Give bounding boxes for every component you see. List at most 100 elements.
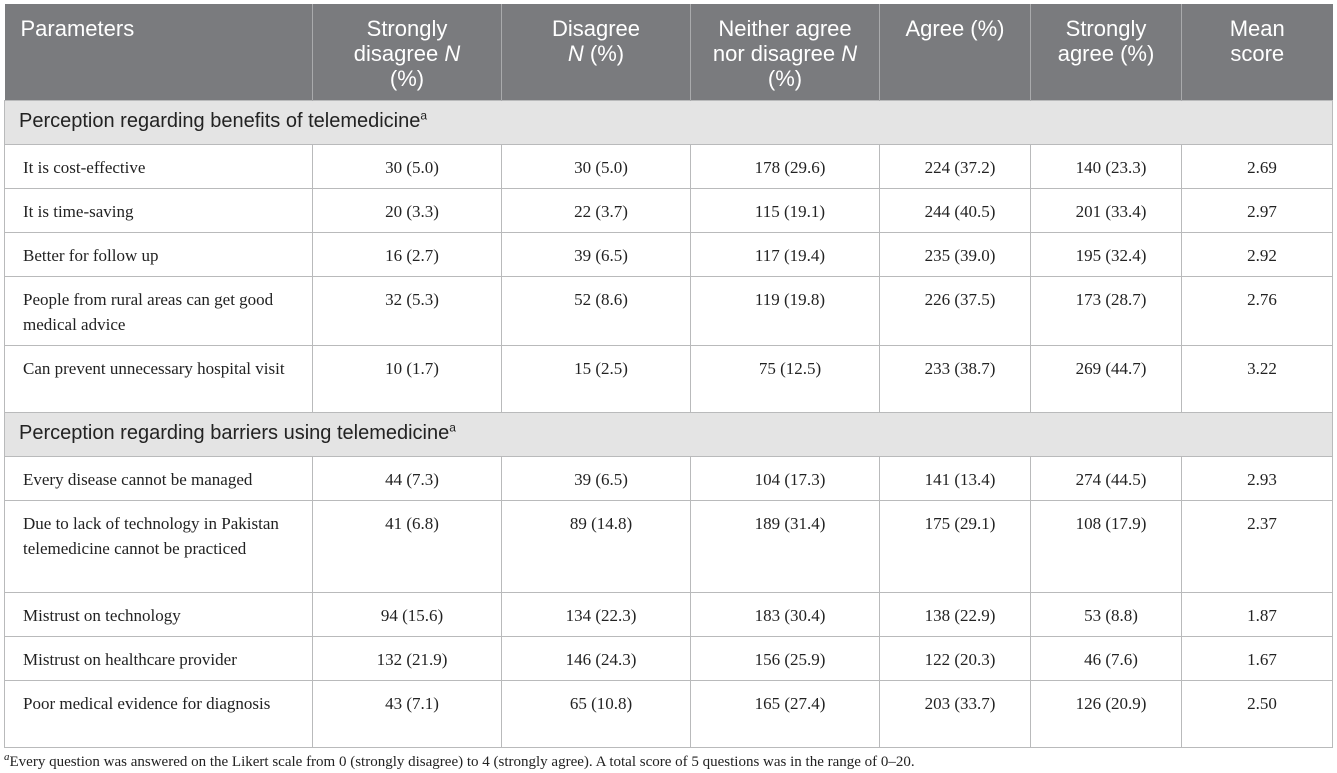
cell-strongly-agree: 269 (44.7): [1030, 344, 1182, 413]
cell-mean-score: 2.97: [1181, 187, 1333, 233]
cell-strongly-agree: 195 (32.4): [1030, 231, 1182, 277]
cell-strongly-disagree: 30 (5.0): [312, 143, 502, 189]
cell-disagree: 146 (24.3): [501, 635, 691, 681]
cell-agree: 226 (37.5): [879, 275, 1031, 346]
cell-parameter: It is time-saving: [4, 187, 313, 233]
section-title: Perception regarding barriers using tele…: [4, 411, 1333, 457]
cell-agree: 224 (37.2): [879, 143, 1031, 189]
section-footnote-marker: a: [449, 419, 456, 434]
cell-neither: 183 (30.4): [690, 591, 880, 637]
cell-strongly-disagree: 32 (5.3): [312, 275, 502, 346]
table-row: It is time-saving 20 (3.3) 22 (3.7) 115 (19…: [4, 187, 1333, 233]
table-footnote: aEvery question was answered on the Like…: [4, 750, 1332, 771]
cell-mean-score: 2.50: [1181, 679, 1333, 748]
likert-table: Parameters Strongly disagree N (%) Disag…: [4, 4, 1333, 748]
cell-neither: 75 (12.5): [690, 344, 880, 413]
table-row: Due to lack of technology in Pakistan te…: [4, 499, 1333, 593]
cell-neither: 117 (19.4): [690, 231, 880, 277]
cell-neither: 165 (27.4): [690, 679, 880, 748]
cell-strongly-agree: 173 (28.7): [1030, 275, 1182, 346]
cell-disagree: 134 (22.3): [501, 591, 691, 637]
cell-disagree: 22 (3.7): [501, 187, 691, 233]
table-row: Mistrust on technology 94 (15.6) 134 (22.3…: [4, 591, 1333, 637]
cell-parameter: Due to lack of technology in Pakistan te…: [4, 499, 313, 593]
header-parameters: Parameters: [4, 4, 313, 100]
cell-mean-score: 2.92: [1181, 231, 1333, 277]
cell-agree: 233 (38.7): [879, 344, 1031, 413]
table-row: Every disease cannot be managed 44 (7.3) 3…: [4, 455, 1333, 501]
cell-mean-score: 3.22: [1181, 344, 1333, 413]
table-row: Poor medical evidence for diagnosis 43 (7…: [4, 679, 1333, 748]
cell-agree: 122 (20.3): [879, 635, 1031, 681]
cell-neither: 189 (31.4): [690, 499, 880, 593]
header-strongly-disagree: Strongly disagree N (%): [312, 4, 502, 100]
header-strongly-agree: Strongly agree (%): [1030, 4, 1182, 100]
cell-disagree: 65 (10.8): [501, 679, 691, 748]
cell-strongly-agree: 274 (44.5): [1030, 455, 1182, 501]
cell-mean-score: 2.37: [1181, 499, 1333, 593]
cell-strongly-disagree: 20 (3.3): [312, 187, 502, 233]
cell-agree: 244 (40.5): [879, 187, 1031, 233]
cell-agree: 141 (13.4): [879, 455, 1031, 501]
cell-strongly-disagree: 10 (1.7): [312, 344, 502, 413]
cell-parameter: Every disease cannot be managed: [4, 455, 313, 501]
cell-neither: 156 (25.9): [690, 635, 880, 681]
header-agree: Agree (%): [879, 4, 1031, 100]
header-mean-score: Mean score: [1181, 4, 1333, 100]
section-footnote-marker: a: [420, 107, 428, 122]
cell-strongly-disagree: 41 (6.8): [312, 499, 502, 593]
cell-strongly-agree: 126 (20.9): [1030, 679, 1182, 748]
cell-neither: 115 (19.1): [690, 187, 880, 233]
table-row: It is cost-effective 30 (5.0) 30 (5.0) 178 …: [4, 143, 1333, 189]
section-row: Perception regarding benefits of telemed…: [4, 99, 1333, 145]
cell-agree: 138 (22.9): [879, 591, 1031, 637]
header-disagree: Disagree N (%): [501, 4, 691, 100]
footnote-text: Every question was answered on the Liker…: [9, 753, 915, 770]
table-row: Can prevent unnecessary hospital visit 10…: [4, 344, 1333, 413]
table-body: Perception regarding benefits of telemed…: [4, 99, 1333, 748]
table-row: Mistrust on healthcare provider 132 (21.9…: [4, 635, 1333, 681]
cell-disagree: 89 (14.8): [501, 499, 691, 593]
section-row: Perception regarding barriers using tele…: [4, 411, 1333, 457]
section-title: Perception regarding benefits of telemed…: [4, 99, 1333, 145]
cell-strongly-agree: 201 (33.4): [1030, 187, 1182, 233]
cell-parameter: Better for follow up: [4, 231, 313, 277]
cell-strongly-disagree: 132 (21.9): [312, 635, 502, 681]
cell-parameter: People from rural areas can get good med…: [4, 275, 313, 346]
cell-mean-score: 1.67: [1181, 635, 1333, 681]
table-row: Better for follow up 16 (2.7) 39 (6.5) 117 …: [4, 231, 1333, 277]
cell-strongly-disagree: 16 (2.7): [312, 231, 502, 277]
cell-strongly-disagree: 43 (7.1): [312, 679, 502, 748]
cell-neither: 119 (19.8): [690, 275, 880, 346]
cell-strongly-disagree: 94 (15.6): [312, 591, 502, 637]
cell-agree: 203 (33.7): [879, 679, 1031, 748]
cell-strongly-agree: 108 (17.9): [1030, 499, 1182, 593]
cell-disagree: 39 (6.5): [501, 455, 691, 501]
cell-parameter: Can prevent unnecessary hospital visit: [4, 344, 313, 413]
cell-disagree: 15 (2.5): [501, 344, 691, 413]
footnote-marker: a: [4, 750, 10, 763]
cell-parameter: It is cost-effective: [4, 143, 313, 189]
section-title-text: Perception regarding benefits of telemed…: [19, 109, 421, 132]
cell-agree: 175 (29.1): [879, 499, 1031, 593]
cell-disagree: 39 (6.5): [501, 231, 691, 277]
table-container: Parameters Strongly disagree N (%) Disag…: [4, 4, 1333, 771]
cell-agree: 235 (39.0): [879, 231, 1031, 277]
cell-neither: 104 (17.3): [690, 455, 880, 501]
cell-mean-score: 1.87: [1181, 591, 1333, 637]
cell-parameter: Poor medical evidence for diagnosis: [4, 679, 313, 748]
cell-strongly-disagree: 44 (7.3): [312, 455, 502, 501]
cell-strongly-agree: 46 (7.6): [1030, 635, 1182, 681]
cell-strongly-agree: 140 (23.3): [1030, 143, 1182, 189]
cell-mean-score: 2.93: [1181, 455, 1333, 501]
cell-parameter: Mistrust on healthcare provider: [4, 635, 313, 681]
cell-mean-score: 2.76: [1181, 275, 1333, 346]
cell-disagree: 30 (5.0): [501, 143, 691, 189]
cell-parameter: Mistrust on technology: [4, 591, 313, 637]
cell-mean-score: 2.69: [1181, 143, 1333, 189]
section-title-text: Perception regarding barriers using tele…: [19, 421, 450, 444]
cell-strongly-agree: 53 (8.8): [1030, 591, 1182, 637]
table-row: People from rural areas can get good med…: [4, 275, 1333, 346]
header-neither: Neither agree nor disagree N (%): [690, 4, 880, 100]
cell-disagree: 52 (8.6): [501, 275, 691, 346]
